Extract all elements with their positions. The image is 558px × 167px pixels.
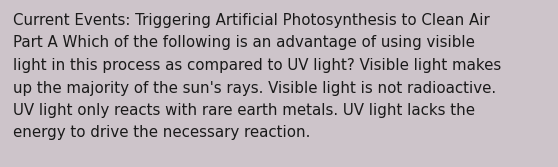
Text: Current Events: Triggering Artificial Photosynthesis to Clean Air: Current Events: Triggering Artificial Ph…: [13, 13, 490, 28]
Text: light in this process as compared to UV light? Visible light makes: light in this process as compared to UV …: [13, 58, 501, 73]
Text: up the majority of the sun's rays. Visible light is not radioactive.: up the majority of the sun's rays. Visib…: [13, 80, 496, 96]
Text: energy to drive the necessary reaction.: energy to drive the necessary reaction.: [13, 125, 310, 140]
Text: UV light only reacts with rare earth metals. UV light lacks the: UV light only reacts with rare earth met…: [13, 103, 475, 118]
Text: Part A Which of the following is an advantage of using visible: Part A Which of the following is an adva…: [13, 36, 475, 50]
